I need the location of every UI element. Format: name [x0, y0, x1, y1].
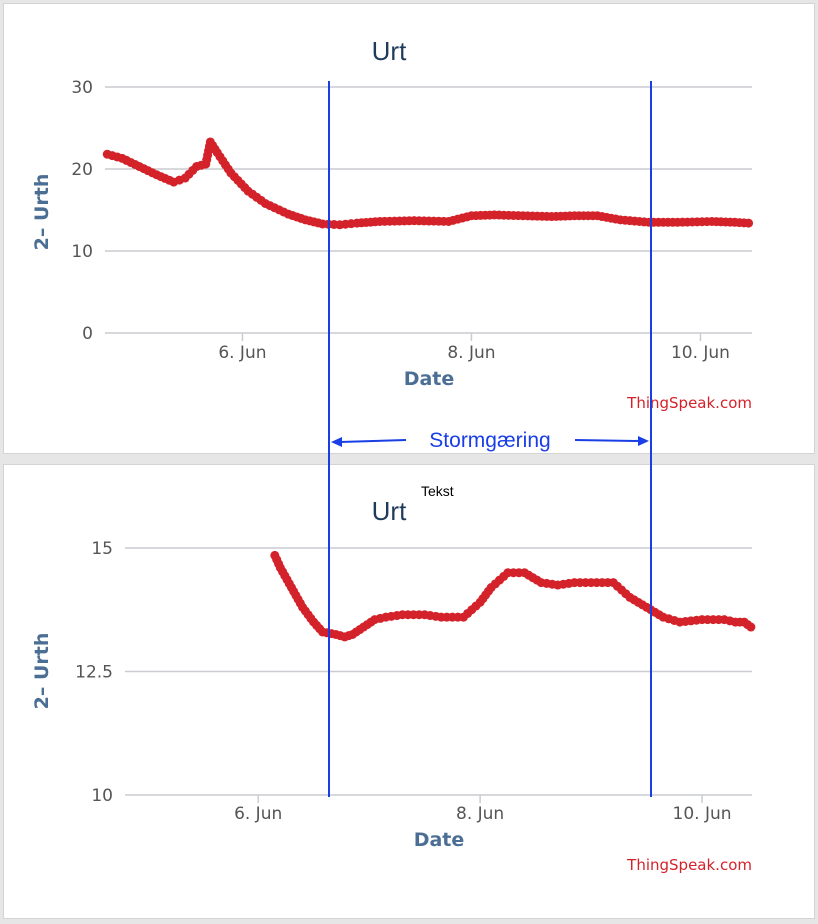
y-tick-label: 12.5	[75, 663, 113, 683]
x-tick-label: 10. Jun	[673, 804, 732, 824]
y-tick-label: 15	[91, 539, 113, 559]
y-tick-label: 10	[91, 786, 113, 806]
y-tick-label: 20	[71, 160, 93, 180]
y-axis-title: 2– Urth	[31, 174, 53, 251]
x-tick-label: 8. Jun	[456, 804, 504, 824]
x-tick-label: 8. Jun	[447, 343, 495, 363]
chart-title: Urt	[372, 496, 407, 526]
x-tick-label: 6. Jun	[234, 804, 282, 824]
chart-panel-bottom: Urt 10 12.5 15 6. Jun 8. Jun 10. Jun 2– Urth…	[3, 464, 815, 919]
data-point	[746, 622, 756, 632]
thingspeak-credit-link[interactable]: ThingSpeak.com	[626, 856, 752, 874]
y-axis-title: 2– Urth	[31, 633, 53, 710]
x-tick-label: 10. Jun	[671, 343, 730, 363]
data-point	[744, 218, 754, 228]
thingspeak-credit-link[interactable]: ThingSpeak.com	[626, 394, 752, 412]
chart-panel-top: Urt 0 10 20 30 6. Jun 8. Jun 10. Jun 2– Urth …	[3, 3, 815, 454]
chart-title: Urt	[372, 36, 407, 66]
y-tick-label: 30	[71, 78, 93, 98]
chart-bottom: Urt 10 12.5 15 6. Jun 8. Jun 10. Jun 2– Urth…	[31, 496, 756, 874]
y-tick-label: 10	[71, 242, 93, 262]
x-tick-label: 6. Jun	[218, 343, 266, 363]
x-axis-title: Date	[414, 829, 465, 851]
y-tick-label: 0	[82, 324, 93, 344]
x-axis-title: Date	[404, 368, 455, 390]
